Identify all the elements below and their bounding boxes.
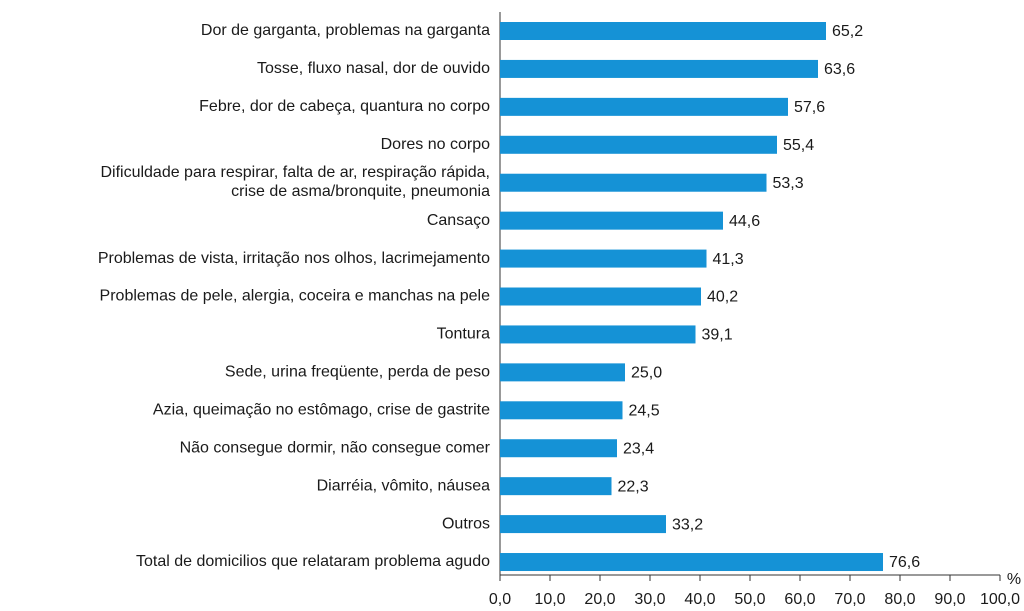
x-tick-label: 60,0 xyxy=(784,591,815,608)
y-tick-label: Tontura xyxy=(437,326,490,343)
value-label: 44,6 xyxy=(729,213,760,230)
y-tick-label: Cansaço xyxy=(427,212,490,229)
value-label: 24,5 xyxy=(629,403,660,420)
value-label: 22,3 xyxy=(618,478,649,495)
value-label: 33,2 xyxy=(672,516,703,533)
bar xyxy=(500,287,701,306)
value-label: 39,1 xyxy=(702,327,733,344)
y-tick-label: Sede, urina freqüente, perda de peso xyxy=(225,364,490,381)
value-label: 57,6 xyxy=(794,99,825,116)
y-tick-label: Problemas de vista, irritação nos olhos,… xyxy=(98,250,490,267)
bar xyxy=(500,97,788,116)
x-tick-label: 80,0 xyxy=(884,591,915,608)
value-label: 76,6 xyxy=(889,554,920,571)
bar xyxy=(500,325,696,344)
bar xyxy=(500,363,625,382)
y-tick-label: Tosse, fluxo nasal, dor de ouvido xyxy=(257,60,490,77)
y-tick-label: Dor de garganta, problemas na garganta xyxy=(201,22,490,39)
value-label: 55,4 xyxy=(783,137,814,154)
bar xyxy=(500,553,883,572)
x-tick-label: 20,0 xyxy=(584,591,615,608)
value-label: 25,0 xyxy=(631,365,662,382)
x-axis-label: % xyxy=(1007,571,1021,588)
bar xyxy=(500,211,723,230)
y-tick-label: Diarréia, vômito, náusea xyxy=(317,477,491,494)
value-label: 40,2 xyxy=(707,289,738,306)
bar xyxy=(500,59,818,78)
value-label: 53,3 xyxy=(773,175,804,192)
value-label: 41,3 xyxy=(713,251,744,268)
bar xyxy=(500,173,767,192)
y-tick-label: Não consegue dormir, não consegue comer xyxy=(180,439,491,456)
value-label: 65,2 xyxy=(832,23,863,40)
bar xyxy=(500,439,617,458)
x-tick-label: 10,0 xyxy=(534,591,565,608)
bar xyxy=(500,515,666,534)
bar xyxy=(500,401,623,420)
y-tick-label: Dores no corpo xyxy=(381,136,490,153)
value-label: 23,4 xyxy=(623,440,654,457)
x-tick-label: 90,0 xyxy=(934,591,965,608)
x-tick-label: 40,0 xyxy=(684,591,715,608)
bar xyxy=(500,22,826,40)
y-tick-label: Problemas de pele, alergia, coceira e ma… xyxy=(100,288,491,305)
bar xyxy=(500,477,612,496)
x-tick-label: 70,0 xyxy=(834,591,865,608)
y-tick-label: Outros xyxy=(442,515,490,532)
value-label: 63,6 xyxy=(824,61,855,78)
x-tick-label: 100,0 xyxy=(980,591,1020,608)
bar xyxy=(500,249,707,268)
y-tick-label: Azia, queimação no estômago, crise de ga… xyxy=(153,402,490,419)
y-tick-label: Total de domicilios que relataram proble… xyxy=(136,553,490,570)
x-tick-label: 50,0 xyxy=(734,591,765,608)
y-tick-label: Dificuldade para respirar, falta de ar, … xyxy=(100,164,490,200)
x-tick-label: 0,0 xyxy=(489,591,511,608)
y-tick-label: Febre, dor de cabeça, quantura no corpo xyxy=(199,98,490,115)
bar xyxy=(500,135,777,154)
x-tick-label: 30,0 xyxy=(634,591,665,608)
